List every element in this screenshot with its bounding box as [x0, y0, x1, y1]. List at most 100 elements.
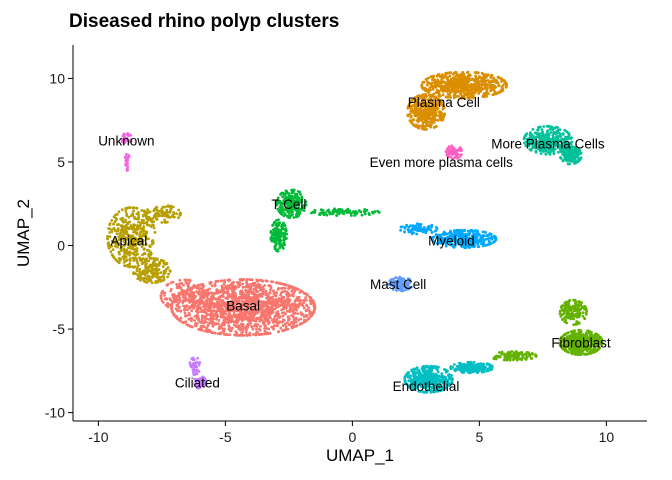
data-point: [180, 281, 184, 285]
data-point: [336, 210, 339, 213]
data-point: [171, 205, 175, 209]
data-point: [427, 224, 431, 228]
data-point: [145, 265, 149, 269]
data-point: [197, 317, 201, 321]
data-point: [252, 295, 256, 298]
data-point: [278, 231, 282, 235]
data-point: [204, 299, 208, 302]
data-point: [305, 293, 309, 296]
data-point: [273, 307, 277, 311]
data-point: [185, 323, 189, 326]
data-point: [484, 231, 487, 234]
data-point: [184, 320, 188, 324]
data-point: [537, 126, 540, 129]
data-point: [165, 267, 168, 271]
data-point: [283, 238, 287, 241]
data-point: [150, 281, 154, 285]
data-point: [452, 88, 455, 92]
data-point: [305, 314, 308, 318]
data-point: [154, 280, 158, 283]
data-point: [210, 331, 213, 334]
data-point: [254, 285, 258, 289]
data-point: [159, 294, 163, 298]
data-point: [428, 86, 432, 89]
data-point: [494, 238, 498, 242]
data-point: [412, 118, 416, 121]
data-point: [262, 300, 265, 304]
data-point: [170, 302, 174, 306]
data-point: [293, 307, 297, 311]
chart-title: Diseased rhino polyp clusters: [69, 11, 340, 32]
data-point: [292, 305, 296, 309]
data-point: [284, 227, 288, 231]
data-point: [162, 269, 166, 273]
data-point: [109, 250, 113, 254]
data-point: [148, 244, 152, 248]
data-point: [191, 368, 195, 371]
data-point: [269, 288, 272, 292]
data-point: [292, 216, 296, 219]
data-point: [259, 295, 263, 298]
data-point: [235, 318, 239, 321]
data-point: [122, 225, 126, 229]
data-point: [209, 312, 213, 315]
data-point: [155, 208, 159, 212]
data-point: [291, 324, 295, 327]
data-point: [209, 291, 213, 295]
data-point: [281, 243, 285, 247]
data-point: [276, 324, 279, 327]
data-point: [213, 284, 217, 288]
data-point: [559, 156, 562, 159]
data-point: [155, 217, 159, 221]
data-point: [149, 250, 153, 254]
data-point: [232, 291, 236, 294]
data-point: [441, 118, 444, 122]
data-point: [214, 322, 218, 326]
data-point: [186, 305, 189, 308]
data-point: [128, 253, 132, 257]
data-point: [121, 208, 124, 212]
data-point: [194, 322, 197, 325]
data-point: [269, 230, 273, 233]
data-point: [450, 82, 453, 85]
data-point: [225, 333, 228, 336]
data-point: [268, 331, 272, 335]
data-point: [403, 226, 407, 230]
data-point: [418, 112, 422, 116]
data-point: [275, 233, 278, 237]
data-point: [142, 261, 146, 264]
data-point: [111, 254, 115, 258]
data-point: [247, 316, 251, 320]
data-point: [492, 78, 496, 81]
data-point: [291, 326, 295, 329]
data-point: [257, 283, 260, 287]
data-point: [275, 294, 278, 298]
data-point: [195, 368, 199, 372]
data-point: [227, 315, 231, 318]
data-point: [403, 230, 407, 234]
data-point: [158, 262, 161, 265]
data-point: [195, 307, 199, 310]
data-point: [271, 318, 274, 322]
data-point: [127, 251, 131, 254]
data-point: [188, 313, 192, 317]
data-point: [421, 230, 425, 234]
data-point: [152, 226, 156, 230]
data-point: [196, 311, 200, 315]
data-point: [296, 190, 300, 193]
data-point: [210, 303, 213, 306]
data-point: [455, 228, 459, 232]
data-point: [160, 259, 164, 263]
data-point: [283, 286, 287, 290]
data-point: [273, 324, 277, 327]
data-point: [148, 263, 152, 267]
data-point: [273, 315, 277, 318]
data-point: [476, 245, 480, 249]
data-point: [307, 317, 311, 320]
data-point: [321, 211, 325, 215]
data-point: [192, 302, 195, 306]
data-point: [288, 299, 292, 302]
data-point: [177, 216, 180, 220]
data-point: [153, 208, 156, 212]
data-point: [421, 115, 425, 118]
